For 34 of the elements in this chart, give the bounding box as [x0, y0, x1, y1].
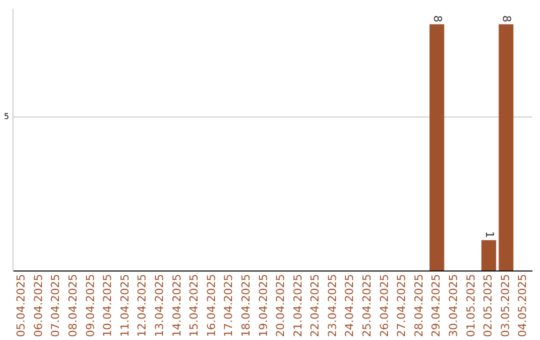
x-tick-label: 10.04.2025	[101, 274, 114, 338]
x-tick-label: 25.04.2025	[360, 274, 374, 338]
x-tick-label: 29.04.2025	[430, 274, 443, 338]
x-tick-label: 01.05.2025	[464, 274, 478, 338]
x-tick-label: 02.05.2025	[482, 274, 495, 338]
x-tick-label: 26.04.2025	[378, 274, 391, 338]
x-tick-label: 18.04.2025	[239, 274, 252, 338]
y-tick-label: 5	[4, 112, 10, 121]
x-tick-label: 27.04.2025	[395, 274, 408, 338]
x-tick-label: 13.04.2025	[152, 274, 166, 338]
x-tick-label: 04.05.2025	[516, 274, 530, 338]
x-tick-label: 11.04.2025	[118, 274, 132, 338]
x-tick-label: 23.04.2025	[326, 274, 339, 338]
x-tick-label: 17.04.2025	[222, 274, 236, 338]
x-tick-label: 15.04.2025	[188, 274, 201, 338]
x-tick-label: 03.05.2025	[498, 274, 512, 338]
data-label: 8	[500, 15, 514, 22]
data-label: 8	[431, 15, 444, 22]
x-tick-label: 06.04.2025	[32, 274, 45, 338]
x-tick-label: 28.04.2025	[412, 274, 426, 338]
x-tick-label: 14.04.2025	[170, 274, 184, 338]
data-label: 1	[482, 231, 496, 238]
x-tick-label: 08.04.2025	[66, 274, 80, 338]
x-tick-label: 16.04.2025	[204, 274, 218, 338]
x-tick-label: 19.04.2025	[256, 274, 270, 338]
x-tick-label: 09.04.2025	[84, 274, 97, 338]
x-tick-label: 22.04.2025	[308, 274, 322, 338]
x-tick-label: 07.04.2025	[49, 274, 62, 338]
x-tick-label: 30.04.2025	[447, 274, 460, 338]
x-tick-label: 20.04.2025	[274, 274, 288, 338]
x-tick-label: 21.04.2025	[291, 274, 304, 338]
x-tick-label: 24.04.2025	[343, 274, 356, 338]
x-tick-label: 12.04.2025	[136, 274, 149, 338]
x-tick-label: 05.04.2025	[14, 274, 28, 338]
